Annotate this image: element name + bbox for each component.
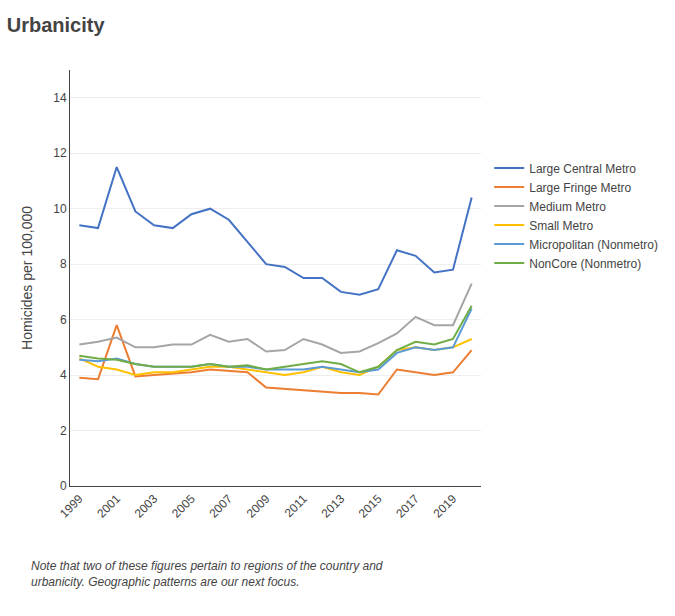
svg-text:0: 0: [60, 479, 67, 493]
svg-text:2013: 2013: [318, 492, 347, 521]
svg-text:Note that two of these figures: Note that two of these figures pertain t…: [31, 559, 383, 589]
svg-text:Small Metro: Small Metro: [529, 219, 593, 233]
svg-text:NonCore (Nonmetro): NonCore (Nonmetro): [529, 257, 641, 271]
svg-text:10: 10: [53, 202, 67, 216]
svg-text:2019: 2019: [431, 492, 460, 521]
svg-text:2007: 2007: [206, 492, 235, 521]
svg-text:2005: 2005: [169, 492, 198, 521]
svg-text:8: 8: [60, 257, 67, 271]
svg-text:2017: 2017: [393, 492, 422, 521]
svg-text:2011: 2011: [282, 492, 310, 520]
svg-text:2003: 2003: [132, 492, 161, 521]
svg-text:Medium Metro: Medium Metro: [529, 200, 606, 214]
svg-text:2015: 2015: [356, 492, 385, 521]
svg-text:Large Fringe Metro: Large Fringe Metro: [529, 181, 631, 195]
svg-text:1999: 1999: [57, 492, 86, 521]
svg-text:Homicides per 100,000: Homicides per 100,000: [19, 206, 35, 350]
svg-text:Large Central Metro: Large Central Metro: [529, 162, 636, 176]
svg-text:12: 12: [53, 146, 67, 160]
svg-text:14: 14: [53, 91, 67, 105]
svg-text:6: 6: [60, 313, 67, 327]
svg-text:Urbanicity: Urbanicity: [7, 14, 106, 36]
svg-text:4: 4: [60, 368, 67, 382]
svg-text:Micropolitan (Nonmetro): Micropolitan (Nonmetro): [529, 238, 658, 252]
svg-text:2: 2: [60, 424, 67, 438]
svg-text:2001: 2001: [94, 492, 123, 521]
svg-text:2009: 2009: [244, 492, 273, 521]
